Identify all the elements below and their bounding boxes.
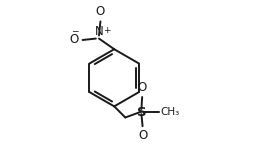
Text: O: O (137, 81, 147, 94)
Text: N: N (95, 25, 103, 38)
Text: O: O (69, 33, 78, 46)
Text: O: O (96, 5, 105, 18)
Text: CH₃: CH₃ (161, 107, 180, 117)
Text: O: O (138, 130, 147, 142)
Text: +: + (103, 26, 111, 35)
Text: S: S (137, 106, 147, 119)
Text: −: − (71, 26, 78, 35)
